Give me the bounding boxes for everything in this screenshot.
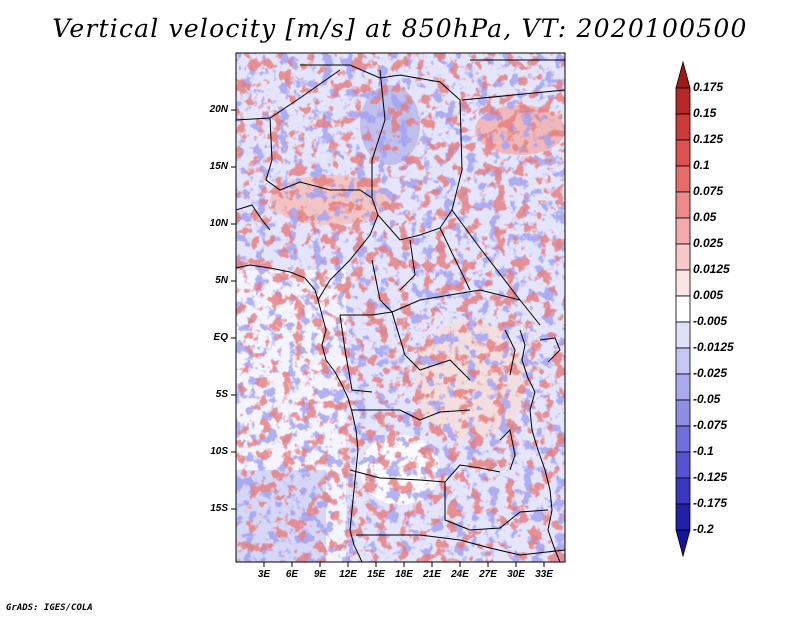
colorbar-label: 0.175 bbox=[693, 80, 724, 94]
colorbar-label: -0.075 bbox=[693, 418, 728, 432]
colorbar-swatch bbox=[675, 243, 691, 271]
colorbar-label: -0.0125 bbox=[693, 340, 734, 354]
colorbar-swatch bbox=[675, 165, 691, 193]
coastlines bbox=[236, 59, 565, 562]
colorbar-label: 0.125 bbox=[693, 132, 724, 146]
lon-label-18e: 18E bbox=[395, 569, 413, 580]
colorbar-swatch bbox=[675, 217, 691, 245]
colorbar-label: -0.1 bbox=[693, 444, 714, 458]
lon-label-24e: 24E bbox=[451, 569, 469, 580]
colorbar-label: -0.025 bbox=[693, 366, 728, 380]
lat-label-20n: 20N bbox=[209, 104, 228, 115]
colorbar-label: 0.05 bbox=[693, 210, 717, 224]
colorbar-label: -0.2 bbox=[693, 522, 714, 536]
colorbar-swatch bbox=[675, 295, 691, 323]
colorbar bbox=[675, 60, 691, 558]
colorbar-swatch bbox=[675, 347, 691, 375]
colorbar-swatch bbox=[675, 503, 691, 531]
colorbar-label: -0.175 bbox=[693, 496, 728, 510]
lon-label-6e: 6E bbox=[285, 569, 299, 580]
lon-label-30e: 30E bbox=[507, 569, 525, 580]
lat-label-15n: 15N bbox=[209, 161, 228, 172]
colorbar-swatch bbox=[675, 529, 691, 558]
lat-label-5s: 5S bbox=[215, 389, 228, 400]
colorbar-swatch bbox=[675, 139, 691, 167]
colorbar-label: 0.025 bbox=[693, 236, 724, 250]
colorbar-swatch bbox=[675, 269, 691, 297]
lon-label-21e: 21E bbox=[423, 569, 441, 580]
colorbar-label: 0.075 bbox=[693, 184, 724, 198]
colorbar-swatch bbox=[675, 60, 691, 89]
lat-label-10s: 10S bbox=[210, 446, 228, 457]
colorbar-swatch bbox=[675, 87, 691, 115]
lat-label-eq: EQ bbox=[213, 332, 228, 343]
colorbar-label: 0.1 bbox=[693, 158, 710, 172]
colorbar-swatch bbox=[675, 373, 691, 401]
map-title: Vertical velocity [m/s] at 850hPa, VT: 2… bbox=[52, 14, 748, 43]
lon-label-3e: 3E bbox=[257, 569, 271, 580]
lon-label-27e: 27E bbox=[479, 569, 497, 580]
lon-label-12e: 12E bbox=[339, 569, 357, 580]
lon-label-9e: 9E bbox=[313, 569, 327, 580]
colorbar-label: 0.15 bbox=[693, 106, 717, 120]
lat-label-5n: 5N bbox=[215, 275, 228, 286]
axis-ticks bbox=[231, 109, 545, 567]
lat-label-15s: 15S bbox=[210, 503, 228, 514]
colorbar-swatch bbox=[675, 451, 691, 479]
colorbar-label: -0.05 bbox=[693, 392, 721, 406]
colorbar-label: -0.125 bbox=[693, 470, 728, 484]
colorbar-label: 0.005 bbox=[693, 288, 724, 302]
colorbar-swatch bbox=[675, 321, 691, 349]
velocity-field bbox=[236, 53, 565, 562]
colorbar-swatch bbox=[675, 191, 691, 219]
colorbar-swatch bbox=[675, 113, 691, 141]
colorbar-label: 0.0125 bbox=[693, 262, 730, 276]
colorbar-swatch bbox=[675, 399, 691, 427]
colorbar-swatch bbox=[675, 425, 691, 453]
map-frame bbox=[235, 52, 566, 563]
lon-label-33e: 33E bbox=[535, 569, 553, 580]
colorbar-label: -0.005 bbox=[693, 314, 728, 328]
colorbar-swatch bbox=[675, 477, 691, 505]
lat-label-10n: 10N bbox=[209, 218, 228, 229]
lon-label-15e: 15E bbox=[367, 569, 385, 580]
grads-credit: GrADS: IGES/COLA bbox=[6, 603, 93, 613]
